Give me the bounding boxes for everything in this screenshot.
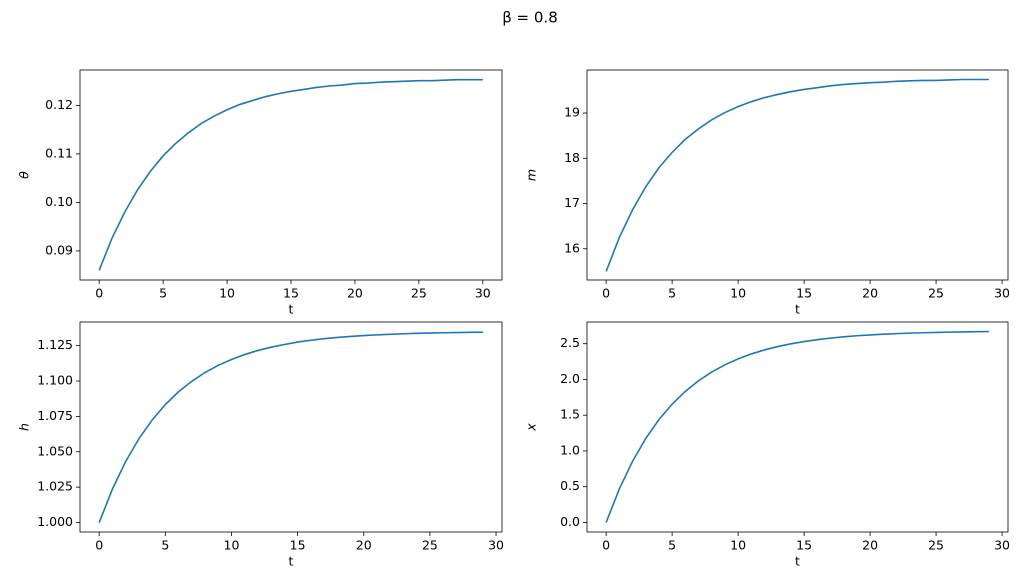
y-tick-label: 0.12 [45, 97, 73, 112]
axes-frame [79, 69, 503, 281]
x-tick-label: 5 [161, 538, 169, 553]
y-tick-label: 1.075 [37, 408, 73, 423]
y-tick-label: 1.050 [37, 443, 73, 458]
figure-title: β = 0.8 [502, 9, 558, 27]
y-tick-label: 1.5 [560, 407, 580, 422]
x-tick-label: 10 [224, 538, 240, 553]
x-tick-label: 5 [668, 538, 676, 553]
x-tick-label: 25 [422, 538, 438, 553]
y-tick-label: 18 [564, 150, 580, 165]
x-tick-label: 15 [283, 286, 299, 301]
y-axis-label: m [524, 169, 539, 181]
y-tick-label: 0.09 [45, 242, 73, 257]
x-tick-label: 25 [928, 538, 944, 553]
y-axis-label: h [17, 423, 32, 431]
x-tick-label: 30 [994, 286, 1010, 301]
y-tick-label: 1.025 [37, 479, 73, 494]
y-axis-label: θ [17, 171, 32, 179]
y-axis-label: x [524, 423, 539, 432]
x-tick-label: 0 [602, 286, 610, 301]
x-axis-label: t [289, 302, 294, 317]
x-tick-label: 0 [95, 286, 103, 301]
y-tick-label: 2.0 [560, 371, 580, 386]
x-tick-label: 15 [290, 538, 306, 553]
x-tick-label: 0 [95, 538, 103, 553]
y-tick-label: 16 [564, 240, 580, 255]
x-tick-label: 20 [862, 286, 878, 301]
x-tick-label: 20 [347, 286, 363, 301]
x-tick-label: 30 [488, 538, 504, 553]
x-tick-label: 15 [796, 538, 812, 553]
x-tick-label: 10 [730, 538, 746, 553]
x-tick-label: 30 [994, 538, 1010, 553]
x-tick-label: 25 [411, 286, 427, 301]
data-line [605, 330, 989, 523]
y-tick-label: 0.10 [45, 194, 73, 209]
y-tick-label: 0.5 [560, 478, 580, 493]
x-tick-label: 30 [475, 286, 491, 301]
y-tick-label: 19 [564, 104, 580, 119]
x-tick-label: 5 [159, 286, 167, 301]
x-tick-label: 15 [796, 286, 812, 301]
y-tick-label: 1.125 [37, 337, 73, 352]
y-tick-label: 0.11 [45, 145, 73, 160]
x-tick-label: 0 [602, 538, 610, 553]
data-line [98, 331, 483, 523]
axes-frame [586, 321, 1009, 533]
x-tick-label: 25 [928, 286, 944, 301]
data-line [98, 78, 483, 271]
x-axis-label: t [795, 554, 800, 569]
y-tick-label: 17 [564, 195, 580, 210]
y-tick-label: 1.000 [37, 514, 73, 529]
x-axis-label: t [289, 554, 294, 569]
x-tick-label: 20 [862, 538, 878, 553]
y-tick-label: 0.0 [560, 514, 580, 529]
x-tick-label: 10 [219, 286, 235, 301]
y-tick-label: 1.100 [37, 373, 73, 388]
x-tick-label: 5 [668, 286, 676, 301]
y-tick-label: 2.5 [560, 335, 580, 350]
x-tick-label: 20 [356, 538, 372, 553]
y-tick-label: 1.0 [560, 442, 580, 457]
axes-frame [586, 69, 1009, 281]
axes-frame [79, 321, 503, 533]
data-line [605, 78, 989, 272]
x-axis-label: t [795, 302, 800, 317]
x-tick-label: 10 [730, 286, 746, 301]
